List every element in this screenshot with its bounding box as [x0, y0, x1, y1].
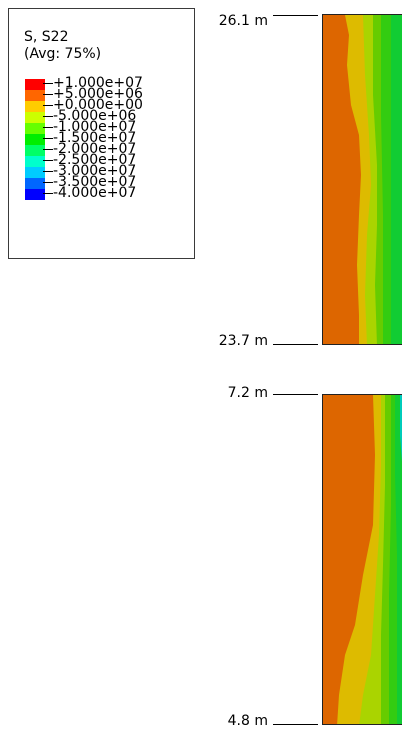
legend-swatch — [25, 167, 45, 178]
legend-swatch — [25, 79, 45, 90]
bottom-panel-bottom-depth-label: 4.8 m — [227, 713, 268, 729]
bottom-panel-top-leader — [273, 394, 318, 395]
legend-swatch — [25, 134, 45, 145]
legend-swatch — [25, 156, 45, 167]
legend-swatch — [25, 145, 45, 156]
legend-swatch — [25, 123, 45, 134]
top-contour-panel — [322, 14, 402, 345]
legend-label: -1.000e+07 — [53, 119, 137, 135]
bottom-contour-panel — [322, 394, 402, 725]
top-panel-bottom-depth-label: 23.7 m — [218, 333, 268, 349]
legend-label: -5.000e+06 — [53, 108, 137, 124]
legend-label: -3.000e+07 — [53, 163, 137, 179]
legend-color-bar — [25, 79, 45, 200]
bottom-panel-top-depth-label: 7.2 m — [227, 385, 268, 401]
legend-swatch — [25, 189, 45, 200]
legend-variable-title: S, S22 — [24, 29, 69, 45]
legend-label: -2.000e+07 — [53, 141, 137, 157]
legend-label: +1.000e+07 — [53, 75, 143, 91]
legend-label: -4.000e+07 — [53, 185, 137, 201]
legend-tick — [43, 149, 53, 150]
top-panel-top-leader — [273, 15, 318, 16]
contour-legend: S, S22 (Avg: 75%) +1.000e+07 +5.000e+06 +0… — [8, 8, 195, 259]
legend-tick — [43, 171, 53, 172]
top-contour-plot — [323, 15, 402, 344]
top-panel-bottom-leader — [273, 344, 318, 345]
legend-tick — [43, 94, 53, 95]
legend-swatch — [25, 178, 45, 189]
band-green3 — [395, 395, 402, 724]
legend-label: -2.500e+07 — [53, 152, 137, 168]
legend-tick — [43, 182, 53, 183]
bottom-panel-bottom-leader — [273, 724, 318, 725]
legend-tick — [43, 83, 53, 84]
band-green3 — [391, 15, 402, 344]
top-panel-top-depth-label: 26.1 m — [218, 13, 268, 29]
legend-tick — [43, 138, 53, 139]
legend-swatch — [25, 90, 45, 101]
legend-label: +0.000e+00 — [53, 97, 143, 113]
legend-tick — [43, 193, 53, 194]
legend-swatch — [25, 112, 45, 123]
bottom-contour-plot — [323, 395, 402, 724]
legend-tick — [43, 160, 53, 161]
legend-label: +5.000e+06 — [53, 86, 143, 102]
legend-tick — [43, 105, 53, 106]
legend-tick — [43, 127, 53, 128]
legend-tick — [43, 116, 53, 117]
legend-swatch — [25, 101, 45, 112]
legend-label: -3.500e+07 — [53, 174, 137, 190]
legend-averaging-title: (Avg: 75%) — [24, 46, 102, 62]
legend-label: -1.500e+07 — [53, 130, 137, 146]
